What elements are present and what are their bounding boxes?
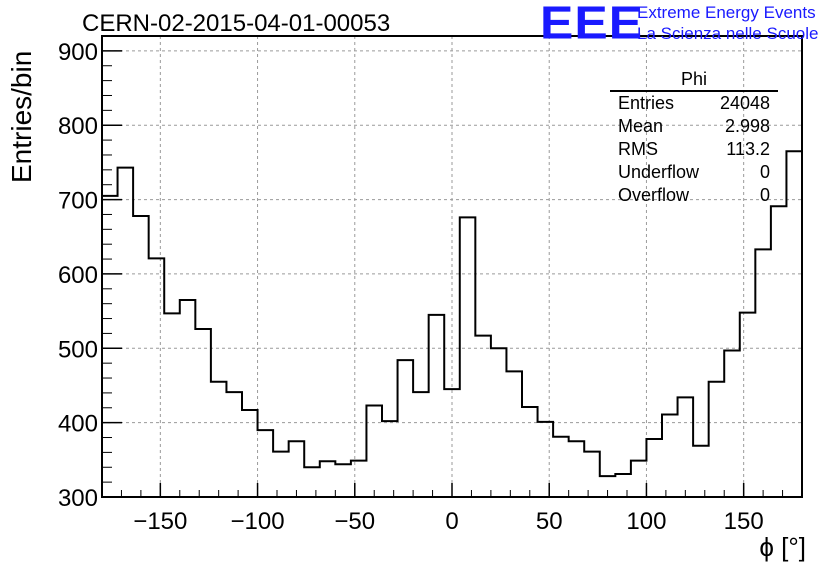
histogram-outline (101, 150, 803, 497)
y-tick-label: 900 (58, 39, 98, 66)
histogram-bin (118, 168, 134, 497)
histogram-bin (413, 392, 429, 497)
histogram-bin (320, 461, 336, 497)
logo-line-1: Extreme Energy Events (637, 3, 816, 22)
histogram-bin (538, 422, 554, 497)
histogram-bin (211, 382, 227, 497)
histogram-bin (724, 351, 740, 497)
histogram-bin (242, 410, 258, 497)
histogram-bin (740, 313, 756, 497)
stats-value: 0 (759, 162, 770, 182)
histogram-bin (180, 300, 196, 497)
histogram-bin (351, 461, 367, 497)
histogram-bin (382, 421, 398, 497)
histogram-bin (475, 336, 491, 497)
histogram-bin (491, 348, 507, 497)
histogram-bin (553, 437, 569, 497)
histogram-bin (335, 464, 351, 497)
y-tick-label: 600 (58, 262, 98, 289)
histogram-bin (366, 406, 382, 497)
x-tick-label: −150 (133, 508, 187, 535)
x-tick-label: −100 (231, 508, 285, 535)
x-tick-label: 0 (445, 508, 458, 535)
stats-title: Phi (610, 68, 778, 92)
stats-row-overflow: Overflow 0 (610, 184, 778, 207)
histogram-bin (584, 452, 600, 497)
x-axis-label: ϕ [°] (759, 532, 806, 562)
x-tick-label: 150 (724, 508, 764, 535)
x-tick-label: 100 (626, 508, 666, 535)
histogram-bin (709, 382, 725, 497)
histogram-bin (615, 474, 631, 497)
stats-box: Phi Entries 24048 Mean 2.998 RMS 113.2 U… (610, 68, 778, 207)
histogram-bin (522, 407, 538, 497)
eee-logo: EEE (540, 0, 644, 49)
histogram-bin (460, 217, 476, 497)
stats-value: 24048 (719, 93, 770, 113)
histogram-bin (662, 414, 678, 497)
histogram-bin (569, 441, 585, 497)
histogram-bin (289, 441, 305, 497)
histogram-bin (149, 258, 165, 497)
chart-title: CERN-02-2015-04-01-00053 (82, 10, 391, 37)
histogram-bin (164, 313, 180, 497)
x-tick-label: 50 (536, 508, 563, 535)
y-tick-label: 700 (58, 188, 98, 215)
x-tick-label: −50 (334, 508, 375, 535)
histogram-bin (786, 151, 802, 497)
axis-ticks (101, 35, 803, 498)
stats-row-entries: Entries 24048 (610, 92, 778, 115)
stats-row-rms: RMS 113.2 (610, 138, 778, 161)
axis-tick-labels: −150 −100 −50 0 50 100 150 300 400 500 600 700 800 90… (58, 39, 764, 535)
stats-row-underflow: Underflow 0 (610, 161, 778, 184)
histogram-bin (444, 389, 460, 497)
stats-label: RMS (618, 139, 658, 159)
histogram-bin (195, 329, 211, 497)
histogram-bin (258, 430, 274, 497)
y-tick-label: 500 (58, 336, 98, 363)
stats-label: Mean (618, 116, 664, 136)
histogram-bin (646, 439, 662, 497)
stats-value: 0 (759, 185, 770, 205)
histogram-bin (771, 206, 787, 497)
histogram-bin (398, 360, 414, 497)
histogram-bin (506, 371, 522, 497)
y-tick-label: 300 (58, 485, 98, 512)
stats-row-mean: Mean 2.998 (610, 115, 778, 138)
histogram-bin (755, 249, 771, 497)
stats-value: 113.2 (726, 139, 770, 159)
histogram-bin (102, 196, 118, 497)
stats-label: Underflow (618, 162, 700, 182)
y-tick-label: 800 (58, 113, 98, 140)
stats-label: Overflow (618, 185, 690, 205)
histogram-bin (226, 392, 242, 497)
histogram-bin (133, 216, 149, 497)
y-axis-label: Entries/bin (6, 50, 37, 183)
histogram-bin (693, 446, 709, 497)
y-tick-label: 400 (58, 411, 98, 438)
histogram-bin (304, 467, 320, 497)
stats-label: Entries (618, 93, 675, 113)
stats-value: 2.998 (724, 116, 770, 136)
histogram-bin (429, 315, 445, 497)
histogram-bin (678, 397, 694, 497)
logo-line-2: La Scienza nelle Scuole (637, 24, 819, 43)
histogram-bin (273, 452, 289, 497)
histogram-bin (631, 461, 647, 497)
